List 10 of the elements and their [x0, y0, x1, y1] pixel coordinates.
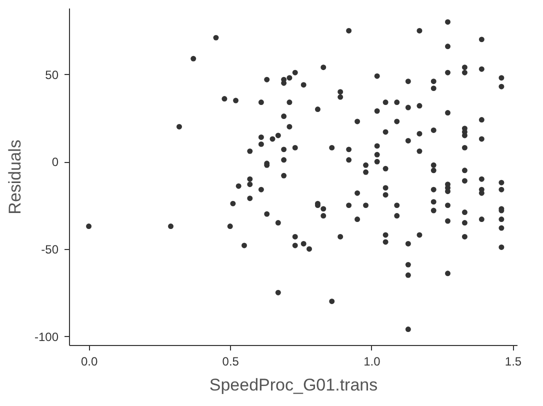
x-tick-label: 0.0 [80, 354, 98, 368]
x-axis-title: SpeedProc_G01.trans [209, 376, 378, 394]
y-tick-label: -100 [34, 330, 59, 344]
y-tick-label: 50 [45, 68, 59, 82]
y-tick-label: 0 [52, 155, 59, 170]
y-tick-label: -50 [41, 242, 59, 256]
x-tick-label: 0.5 [222, 354, 240, 368]
y-axis-title: Residuals [5, 140, 24, 214]
x-tick-label: 1.5 [504, 354, 522, 368]
x-tick-label: 1.0 [364, 354, 381, 368]
